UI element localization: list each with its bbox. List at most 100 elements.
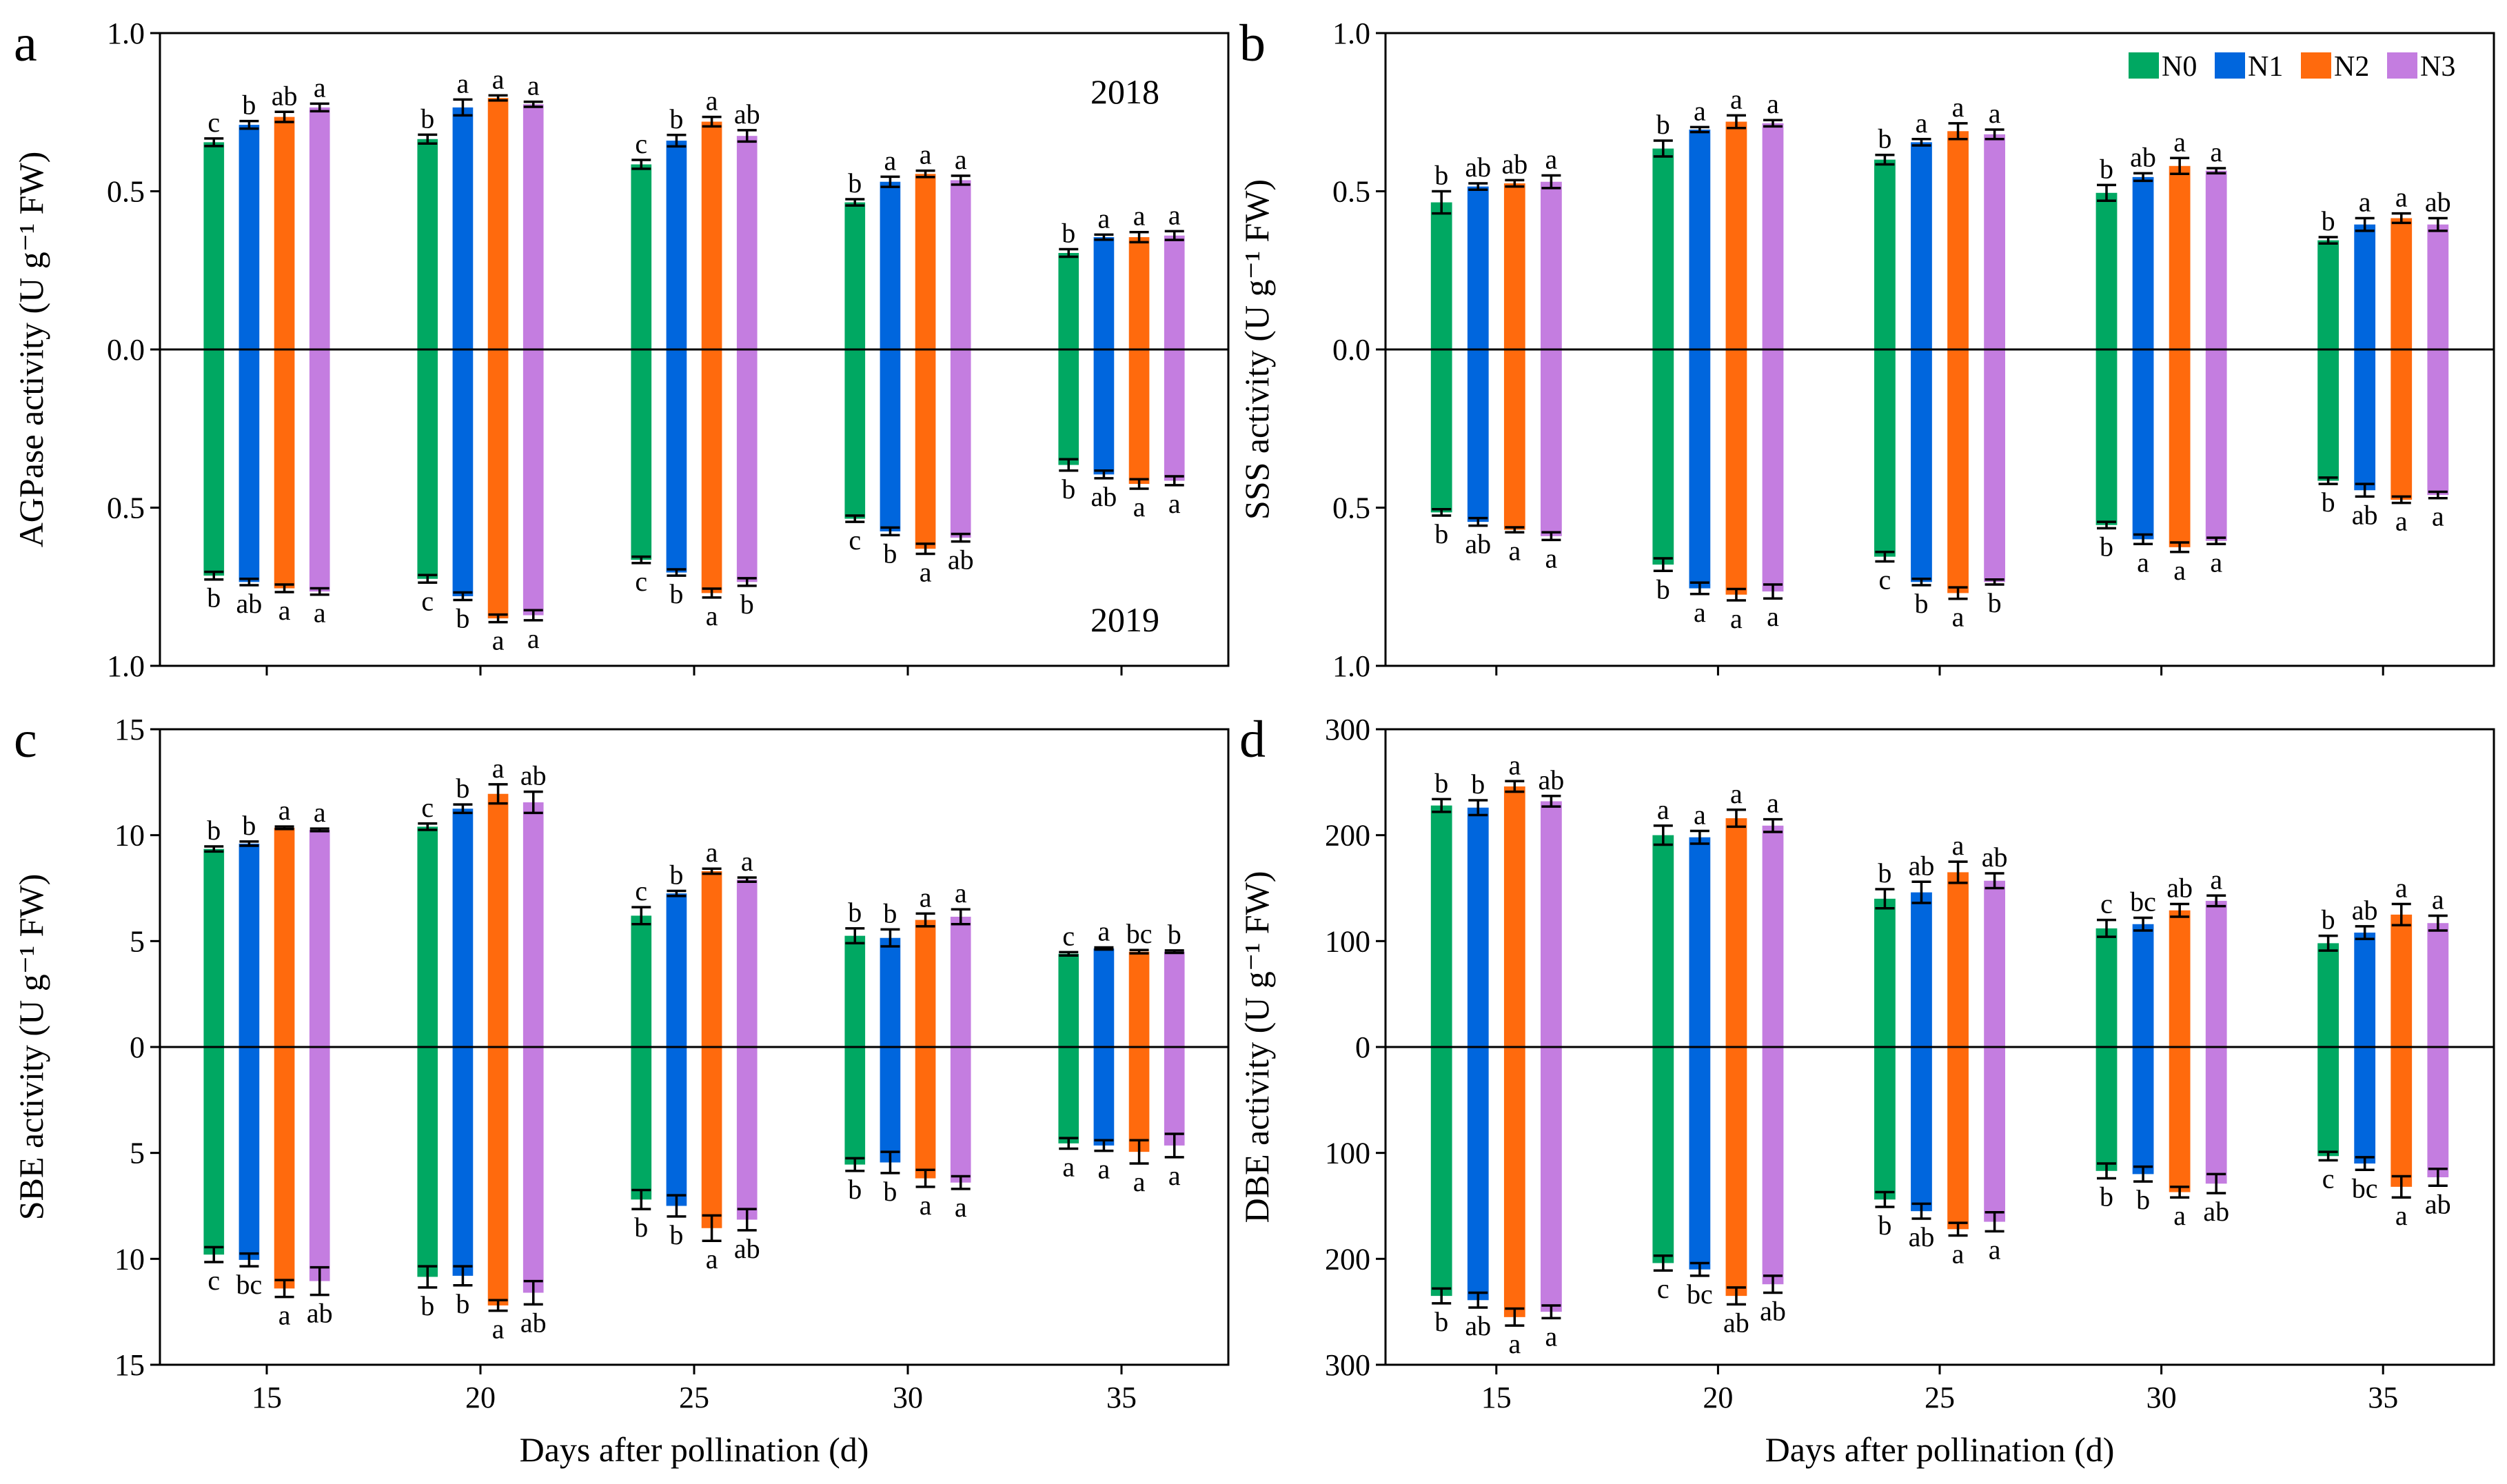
errorbar-c-N0-top-30 (845, 927, 865, 945)
sig-letter-bottom: b (2322, 487, 2335, 518)
errorbar-d-N2-bottom-20 (1726, 1286, 1746, 1306)
y-tick-label: 0 (1355, 1030, 1370, 1064)
errorbar-c-N1-bottom-30 (880, 1150, 900, 1175)
sig-letter-top: c (1062, 920, 1075, 951)
sig-letter-bottom: b (1434, 1306, 1448, 1337)
sig-letter-bottom: a (2173, 555, 2186, 586)
errorbar-a-N1-top-30 (880, 175, 900, 188)
y-tick-label: 0.5 (107, 491, 145, 525)
sig-letter-bottom: b (1062, 474, 1075, 505)
errorbar-c-N2-bottom-20 (488, 1299, 508, 1312)
sig-letter-top: b (669, 859, 683, 890)
legend-label-N0: N0 (2162, 51, 2197, 83)
bar-d-N0-bottom-20 (1652, 1047, 1674, 1263)
errorbar-a-N1-bottom-25 (667, 568, 687, 577)
x-tick-label: 35 (2368, 1381, 2398, 1414)
errorbar-b-N1-top-30 (2133, 172, 2153, 183)
sig-letter-top: a (492, 63, 505, 94)
sig-letter-bottom: bc (236, 1269, 263, 1300)
sig-letter-bottom: a (1545, 1321, 1558, 1352)
bar-d-N2-top-35 (2391, 914, 2413, 1047)
bar-d-N0-top-20 (1652, 835, 1674, 1047)
sig-letter-top: c (635, 875, 647, 906)
sig-letter-bottom: ab (948, 545, 974, 576)
errorbar-d-N1-bottom-30 (2133, 1165, 2153, 1183)
errorbar-c-N1-bottom-15 (239, 1252, 259, 1268)
x-tick-label: 15 (1481, 1381, 1512, 1414)
errorbar-d-N0-top-25 (1875, 888, 1895, 910)
errorbar-d-N1-top-35 (2355, 925, 2375, 941)
errorbar-a-N3-bottom-25 (737, 577, 757, 587)
sig-letter-top: a (1694, 95, 1706, 126)
errorbar-c-N1-top-25 (667, 889, 687, 897)
bar-d-N2-bottom-15 (1503, 1047, 1525, 1317)
legend-swatch-N3 (2387, 52, 2417, 79)
bar-a-N3-bottom-35 (1164, 349, 1185, 481)
bar-d-N1-bottom-15 (1467, 1047, 1489, 1301)
panel-letter: b (1239, 14, 1266, 72)
sig-letter-top: a (492, 753, 505, 784)
sig-letter-top: a (1098, 203, 1110, 234)
errorbar-c-N2-top-15 (274, 825, 294, 831)
errorbar-d-N3-top-30 (2206, 894, 2226, 908)
year-label-bottom: 2019 (1090, 600, 1159, 639)
bar-c-N2-top-35 (1128, 951, 1150, 1047)
errorbar-d-N2-bottom-35 (2391, 1175, 2411, 1199)
sig-letter-top: c (207, 107, 220, 138)
bar-d-N2-bottom-25 (1947, 1047, 1969, 1230)
errorbar-b-N1-top-20 (1689, 125, 1709, 134)
sig-letter-top: ab (520, 760, 547, 791)
sig-letter-bottom: ab (2425, 1188, 2451, 1219)
sig-letter-bottom: b (420, 1290, 434, 1321)
sig-letter-bottom: a (2173, 1200, 2186, 1231)
bar-a-N1-bottom-35 (1093, 349, 1115, 475)
errorbar-c-N2-top-30 (915, 912, 935, 928)
y-axis-title: SBE activity (U g⁻¹ FW) (12, 874, 50, 1220)
sig-letter-bottom: a (492, 625, 505, 656)
sig-letter-bottom: bc (2352, 1172, 2378, 1203)
errorbar-c-N3-top-25 (737, 876, 757, 884)
errorbar-a-N2-bottom-30 (915, 542, 935, 556)
errorbar-a-N2-bottom-35 (1129, 478, 1149, 490)
sig-letter-bottom: a (278, 595, 291, 626)
sig-letter-bottom: a (1952, 1239, 1965, 1270)
bar-a-N0-top-20 (417, 139, 438, 349)
sig-letter-top: ab (734, 99, 760, 130)
errorbar-a-N0-top-20 (418, 133, 438, 145)
bar-b-N2-top-15 (1503, 183, 1525, 349)
errorbar-a-N0-bottom-35 (1059, 458, 1079, 472)
sig-letter-bottom: c (849, 525, 861, 556)
bar-d-N3-bottom-30 (2205, 1047, 2227, 1184)
sig-letter-top: c (2100, 888, 2113, 919)
errorbar-b-N0-bottom-30 (2097, 520, 2117, 530)
sig-letter-top: ab (2130, 141, 2156, 172)
sig-letter-bottom: a (2210, 547, 2222, 578)
bar-c-N2-top-15 (274, 827, 295, 1047)
bar-c-N0-bottom-20 (417, 1047, 438, 1277)
legend-label-N3: N3 (2420, 51, 2455, 83)
bar-b-N3-bottom-35 (2427, 349, 2449, 496)
bar-b-N2-bottom-25 (1947, 349, 1969, 593)
bar-d-N3-top-35 (2427, 923, 2449, 1047)
errorbar-b-N2-top-35 (2391, 212, 2411, 225)
bar-c-N2-bottom-35 (1128, 1047, 1150, 1152)
y-tick-label: 100 (1325, 924, 1370, 958)
sig-letter-top: ab (1982, 842, 2008, 873)
errorbar-a-N2-top-15 (274, 110, 294, 123)
sig-letter-top: b (242, 810, 256, 841)
x-tick-label: 25 (679, 1381, 709, 1414)
sig-letter-top: b (1434, 160, 1448, 191)
errorbar-d-N3-bottom-25 (1985, 1210, 2004, 1233)
bar-d-N1-top-35 (2354, 933, 2376, 1047)
sig-letter-bottom: ab (1465, 529, 1491, 560)
y-tick-label: 300 (1325, 713, 1370, 746)
y-axis-title: AGPase activity (U g⁻¹ FW) (12, 152, 50, 548)
sig-letter-bottom: a (527, 623, 540, 654)
sig-letter-bottom: b (1988, 587, 2002, 618)
sig-letter-top: b (669, 103, 683, 134)
bar-b-N2-top-30 (2169, 165, 2191, 349)
errorbar-d-N1-top-15 (1468, 799, 1488, 817)
errorbar-d-N0-bottom-25 (1875, 1190, 1895, 1208)
sig-letter-bottom: a (2137, 547, 2149, 578)
